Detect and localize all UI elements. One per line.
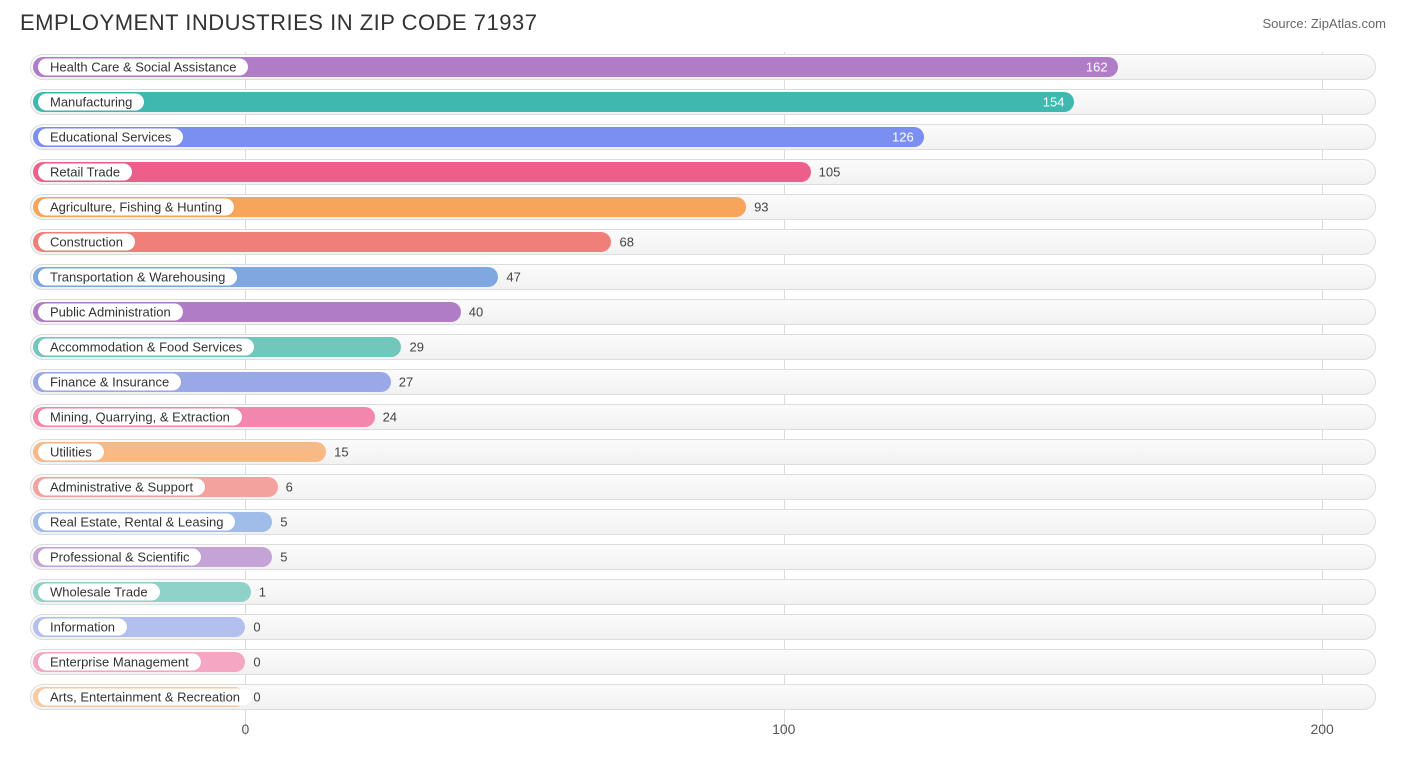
bar	[33, 162, 811, 182]
bar-value-label: 105	[819, 165, 841, 180]
bar-row: 154 Manufacturing	[30, 87, 1376, 117]
bar-value-label: 47	[506, 270, 520, 285]
bar-category-label: Real Estate, Rental & Leasing	[38, 514, 235, 531]
bar-value-label: 6	[286, 480, 293, 495]
bar-value-label: 24	[383, 410, 397, 425]
bar-value-label: 0	[253, 620, 260, 635]
x-axis-tick-label: 100	[772, 721, 795, 737]
bar-value-label: 27	[399, 375, 413, 390]
bar-category-label: Arts, Entertainment & Recreation	[38, 689, 252, 706]
bar-row: Construction 68	[30, 227, 1376, 257]
bar-value-label: 5	[280, 515, 287, 530]
bar-category-label: Information	[38, 619, 127, 636]
bar-row: Retail Trade 105	[30, 157, 1376, 187]
bar-value-label: 40	[469, 305, 483, 320]
bar-row: Finance & Insurance 27	[30, 367, 1376, 397]
bar-row: Public Administration 40	[30, 297, 1376, 327]
x-axis: 0 100 200	[30, 717, 1376, 741]
bar-value-label: 1	[259, 585, 266, 600]
chart-source: Source: ZipAtlas.com	[1262, 16, 1386, 31]
bar-value-label: 162	[1086, 60, 1108, 75]
bar-category-label: Mining, Quarrying, & Extraction	[38, 409, 242, 426]
bar-category-label: Public Administration	[38, 304, 183, 321]
bar-category-label: Wholesale Trade	[38, 584, 160, 601]
bar-category-label: Agriculture, Fishing & Hunting	[38, 199, 234, 216]
bar-category-label: Administrative & Support	[38, 479, 205, 496]
x-axis-tick-label: 200	[1310, 721, 1333, 737]
bar-row: Professional & Scientific 5	[30, 542, 1376, 572]
bar-category-label: Retail Trade	[38, 164, 132, 181]
bar-category-label: Manufacturing	[38, 94, 144, 111]
bar-row: Arts, Entertainment & Recreation0	[30, 682, 1376, 712]
chart-area: 162 Health Care & Social Assistance 154 Man…	[20, 52, 1386, 741]
bar-row: Wholesale Trade 1	[30, 577, 1376, 607]
bar-value-label: 29	[409, 340, 423, 355]
bar-value-label: 126	[892, 130, 914, 145]
bar-row: Mining, Quarrying, & Extraction 24	[30, 402, 1376, 432]
bar-value-label: 0	[253, 655, 260, 670]
bar-value-label: 5	[280, 550, 287, 565]
bar-row: Transportation & Warehousing 47	[30, 262, 1376, 292]
x-axis-tick-label: 0	[241, 721, 249, 737]
bar-category-label: Health Care & Social Assistance	[38, 59, 248, 76]
bar-category-label: Transportation & Warehousing	[38, 269, 237, 286]
bars-region: 162 Health Care & Social Assistance 154 Man…	[30, 52, 1376, 712]
bar-category-label: Educational Services	[38, 129, 183, 146]
bar: 154	[33, 92, 1074, 112]
bar-row: Accommodation & Food Services 29	[30, 332, 1376, 362]
bar-value-label: 154	[1043, 95, 1065, 110]
bar-value-label: 68	[619, 235, 633, 250]
bar-row: Enterprise Management 0	[30, 647, 1376, 677]
bar-row: 126 Educational Services	[30, 122, 1376, 152]
bar-value-label: 0	[253, 690, 260, 705]
chart-header: EMPLOYMENT INDUSTRIES IN ZIP CODE 71937 …	[20, 10, 1386, 36]
bar-row: Utilities 15	[30, 437, 1376, 467]
bar-category-label: Finance & Insurance	[38, 374, 181, 391]
bar-row: Information 0	[30, 612, 1376, 642]
bar-row: Administrative & Support 6	[30, 472, 1376, 502]
bar-category-label: Professional & Scientific	[38, 549, 201, 566]
bar-value-label: 15	[334, 445, 348, 460]
bar-row: 162 Health Care & Social Assistance	[30, 52, 1376, 82]
chart-title: EMPLOYMENT INDUSTRIES IN ZIP CODE 71937	[20, 10, 538, 36]
bar-value-label: 93	[754, 200, 768, 215]
bar-row: Agriculture, Fishing & Hunting 93	[30, 192, 1376, 222]
bar-category-label: Construction	[38, 234, 135, 251]
bar-category-label: Enterprise Management	[38, 654, 201, 671]
bar-category-label: Accommodation & Food Services	[38, 339, 254, 356]
bar-category-label: Utilities	[38, 444, 104, 461]
bar-row: Real Estate, Rental & Leasing 5	[30, 507, 1376, 537]
